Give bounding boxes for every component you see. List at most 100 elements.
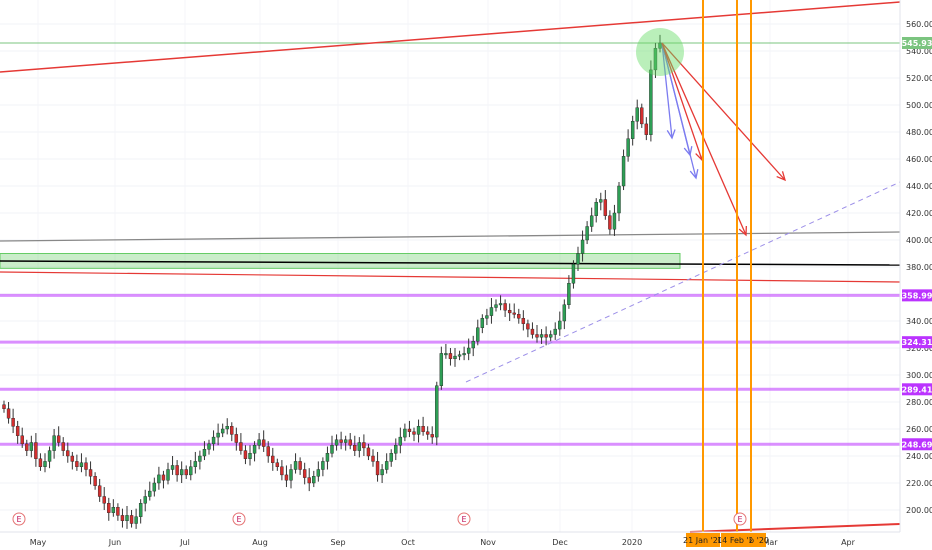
candlestick[interactable] xyxy=(640,103,644,128)
candlestick[interactable] xyxy=(6,402,11,424)
candlestick[interactable] xyxy=(321,457,325,477)
candlestick[interactable] xyxy=(243,445,248,465)
candlestick[interactable] xyxy=(348,433,352,450)
candlestick[interactable] xyxy=(325,446,330,470)
candlestick[interactable] xyxy=(357,437,362,458)
candlestick[interactable] xyxy=(494,299,498,312)
candlestick[interactable] xyxy=(234,427,239,451)
candlestick[interactable] xyxy=(175,460,179,482)
candlestick[interactable] xyxy=(170,456,175,475)
earnings-marker[interactable]: E xyxy=(457,512,471,526)
candlestick[interactable] xyxy=(539,329,544,344)
candlestick[interactable] xyxy=(585,221,589,245)
candlestick[interactable] xyxy=(389,449,393,467)
candlestick[interactable] xyxy=(88,461,93,485)
candlestick[interactable] xyxy=(366,443,371,461)
candlestick[interactable] xyxy=(157,466,161,490)
candlestick[interactable] xyxy=(594,198,598,223)
candlestick[interactable] xyxy=(184,465,188,479)
candlestick[interactable] xyxy=(120,508,125,528)
candlestick[interactable] xyxy=(466,338,471,361)
candlestick[interactable] xyxy=(653,42,658,78)
candlestick[interactable] xyxy=(248,445,252,466)
candlestick[interactable] xyxy=(38,453,43,471)
candlestick[interactable] xyxy=(603,190,608,220)
time-marker-label[interactable]: 21 Jan '20 xyxy=(683,533,723,547)
candlestick[interactable] xyxy=(453,348,457,367)
candlestick[interactable] xyxy=(143,489,147,512)
candlestick[interactable] xyxy=(79,453,84,473)
candlestick[interactable] xyxy=(307,468,311,492)
candlestick[interactable] xyxy=(384,453,389,474)
dashed-trendline[interactable] xyxy=(465,181,901,383)
candlestick[interactable] xyxy=(293,453,298,474)
candlestick[interactable] xyxy=(138,499,143,524)
candlestick[interactable] xyxy=(280,460,284,481)
candlestick[interactable] xyxy=(52,429,56,459)
candlestick[interactable] xyxy=(439,346,444,390)
candlestick[interactable] xyxy=(302,462,307,485)
candlestick[interactable] xyxy=(553,322,557,340)
candlestick[interactable] xyxy=(476,319,480,346)
candlestick[interactable] xyxy=(202,441,207,461)
candlestick[interactable] xyxy=(125,505,129,529)
candlestick[interactable] xyxy=(339,431,343,450)
time-marker-label[interactable]: 14 Feb '20 xyxy=(717,533,759,547)
candlestick[interactable] xyxy=(298,457,302,475)
candlestick[interactable] xyxy=(630,115,635,146)
candlestick[interactable] xyxy=(75,454,79,471)
candlestick[interactable] xyxy=(507,303,512,321)
candlestick[interactable] xyxy=(193,451,198,474)
candlestick[interactable] xyxy=(271,447,275,471)
candlestick[interactable] xyxy=(421,416,425,436)
candlestick[interactable] xyxy=(148,481,152,501)
candlestick[interactable] xyxy=(530,322,535,339)
candlestick[interactable] xyxy=(626,129,630,162)
candlestick[interactable] xyxy=(43,453,47,473)
candlestick[interactable] xyxy=(15,420,20,444)
candlestick[interactable] xyxy=(216,423,220,446)
candlestick[interactable] xyxy=(330,435,334,458)
candlestick[interactable] xyxy=(485,308,489,326)
candlestick[interactable] xyxy=(316,461,321,482)
projection-arrow[interactable] xyxy=(661,42,699,180)
candlestick[interactable] xyxy=(576,246,580,272)
candlestick[interactable] xyxy=(166,462,170,485)
candlestick[interactable] xyxy=(56,426,61,447)
candlestick[interactable] xyxy=(567,275,571,309)
candlestick[interactable] xyxy=(535,325,539,343)
candlestick[interactable] xyxy=(66,442,70,463)
candlestick[interactable] xyxy=(503,299,507,317)
candlestick[interactable] xyxy=(649,60,653,142)
candlestick[interactable] xyxy=(353,435,357,456)
candlestick[interactable] xyxy=(617,181,621,222)
candlestick[interactable] xyxy=(548,330,553,342)
candlestick[interactable] xyxy=(571,260,576,289)
candlestick[interactable] xyxy=(371,449,375,467)
candlestick[interactable] xyxy=(84,457,88,477)
support-zone[interactable] xyxy=(0,253,681,269)
candlestick[interactable] xyxy=(416,419,421,443)
earnings-marker[interactable]: E xyxy=(12,512,26,526)
candlestick[interactable] xyxy=(257,433,261,450)
candlestick[interactable] xyxy=(425,426,430,440)
candlestick[interactable] xyxy=(25,439,29,456)
candlestick[interactable] xyxy=(558,311,562,336)
candlestick[interactable] xyxy=(521,310,526,331)
candlestick[interactable] xyxy=(544,326,548,346)
peak-highlight-circle[interactable] xyxy=(636,28,684,76)
candlestick[interactable] xyxy=(275,458,280,471)
candlestick[interactable] xyxy=(621,149,626,191)
candlestick[interactable] xyxy=(398,427,403,454)
candlestick[interactable] xyxy=(403,423,407,442)
candlestick[interactable] xyxy=(489,298,494,324)
candlestick[interactable] xyxy=(266,441,270,463)
candlestick[interactable] xyxy=(480,314,485,334)
candlestick[interactable] xyxy=(412,427,416,442)
candlestick[interactable] xyxy=(658,34,662,53)
candlestick[interactable] xyxy=(435,381,439,446)
candlestick[interactable] xyxy=(580,230,585,262)
candlestick[interactable] xyxy=(207,439,211,455)
candlestick[interactable] xyxy=(562,299,567,330)
